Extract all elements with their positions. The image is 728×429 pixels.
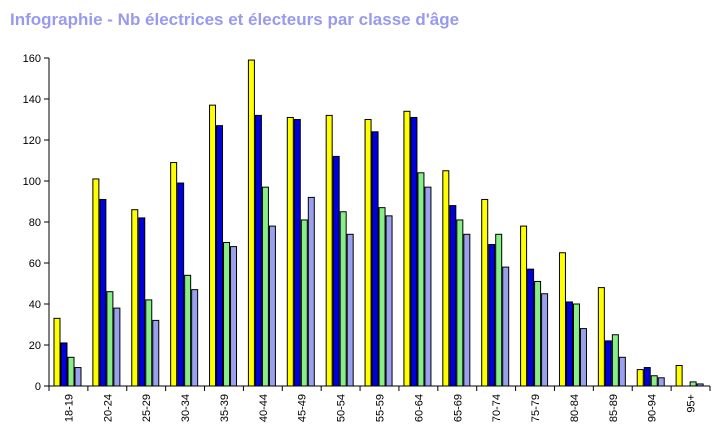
x-tick-label: 50-54 [336, 394, 348, 422]
x-axis-ticks: 18-19 20-24 25-29 30-34 35-39 40-44 45-49 50-54… [48, 386, 711, 422]
y-axis-ticks: 0 20 40 60 80 100 120 140 160 [23, 53, 49, 393]
x-tick-label: 90-94 [647, 394, 659, 422]
x-tick-label: 65-69 [452, 394, 464, 422]
x-tick-label: 40-44 [258, 394, 270, 422]
x-tick-label: 80-84 [569, 394, 581, 422]
bar-series-4 [152, 319, 160, 387]
y-tick-label: 120 [23, 135, 41, 147]
y-tick-label: 20 [29, 340, 41, 352]
bar-series-4 [502, 266, 510, 387]
x-tick-label: 70-74 [491, 394, 503, 422]
chart-title: Infographie - Nb électrices et électeurs… [10, 10, 460, 29]
bar-series-2 [643, 367, 651, 387]
bar-series-3 [184, 274, 192, 387]
y-tick-label: 160 [23, 53, 41, 65]
bar-series-2 [254, 114, 262, 387]
bar-series-3 [689, 381, 697, 387]
bar-series-4 [579, 328, 587, 387]
bar-series-2 [410, 116, 418, 387]
bar-series-3 [339, 211, 347, 387]
y-tick-label: 0 [35, 381, 41, 393]
bar-series-3 [106, 291, 114, 387]
bar-series-4 [463, 233, 471, 387]
bar-series-1 [520, 225, 528, 387]
bar-series-3 [534, 280, 542, 387]
bar-series-3 [145, 299, 153, 387]
bar-series-4 [268, 225, 276, 387]
bar-series-1 [247, 59, 255, 387]
bar-series-2 [332, 155, 340, 387]
bar-series-2 [449, 205, 457, 387]
bar-series-4 [385, 215, 393, 387]
x-tick-label: 75-79 [530, 394, 542, 422]
bar-series-4 [74, 367, 82, 387]
bar-series-1 [481, 198, 489, 387]
x-tick-label: 45-49 [297, 394, 309, 422]
bar-series-2 [216, 125, 224, 387]
bar-series-3 [378, 207, 386, 387]
bar-series-4 [113, 307, 121, 387]
bar-series-4 [657, 377, 665, 387]
bar-series-1 [325, 114, 333, 387]
bar-series-4 [424, 186, 432, 387]
bar-series-1 [558, 252, 566, 387]
bar-series-4 [191, 289, 199, 387]
bars-group [53, 59, 704, 387]
bar-series-1 [92, 178, 100, 387]
bar-series-3 [67, 356, 75, 387]
bar-series-3 [417, 172, 425, 387]
bar-series-1 [170, 162, 178, 387]
bar-series-1 [364, 119, 372, 387]
x-tick-label: 25-29 [141, 394, 153, 422]
x-tick-label: 30-34 [180, 394, 192, 422]
bar-series-2 [138, 217, 146, 387]
bar-series-4 [230, 246, 238, 387]
y-tick-label: 140 [23, 94, 41, 106]
bar-series-4 [618, 356, 626, 387]
x-tick-label: 60-64 [413, 394, 425, 422]
bar-series-1 [286, 116, 294, 387]
bar-series-4 [307, 196, 315, 387]
bar-series-1 [442, 170, 450, 387]
x-tick-label: 95+ [686, 394, 698, 413]
bar-series-2 [604, 340, 612, 387]
y-tick-label: 40 [29, 299, 41, 311]
y-tick-label: 100 [23, 176, 41, 188]
bar-series-3 [300, 219, 308, 387]
bar-series-4 [541, 293, 549, 387]
x-tick-label: 20-24 [102, 394, 114, 422]
bar-series-3 [611, 334, 619, 387]
y-tick-label: 60 [29, 258, 41, 270]
bar-series-2 [293, 119, 301, 387]
bar-series-2 [60, 342, 68, 387]
bar-series-2 [565, 301, 573, 387]
bar-series-3 [495, 233, 503, 387]
bar-series-3 [456, 219, 464, 387]
bar-series-3 [223, 242, 231, 387]
bar-series-1 [131, 209, 139, 387]
bar-series-1 [403, 110, 411, 387]
bar-series-2 [99, 198, 107, 387]
bar-series-3 [650, 375, 658, 387]
bar-series-3 [572, 303, 580, 387]
x-tick-label: 55-59 [375, 394, 387, 422]
bar-series-1 [209, 104, 217, 387]
bar-series-2 [527, 268, 535, 387]
bar-series-1 [636, 369, 644, 387]
x-tick-label: 85-89 [608, 394, 620, 422]
bar-series-2 [488, 244, 496, 387]
bar-series-1 [597, 287, 605, 387]
y-tick-label: 80 [29, 217, 41, 229]
x-tick-label: 35-39 [219, 394, 231, 422]
bar-series-3 [261, 186, 269, 387]
bar-series-2 [177, 182, 185, 387]
bar-series-1 [675, 365, 683, 387]
bar-series-4 [346, 233, 354, 387]
x-tick-label: 18-19 [63, 394, 75, 422]
bar-series-1 [53, 317, 61, 387]
bar-series-2 [371, 131, 379, 387]
